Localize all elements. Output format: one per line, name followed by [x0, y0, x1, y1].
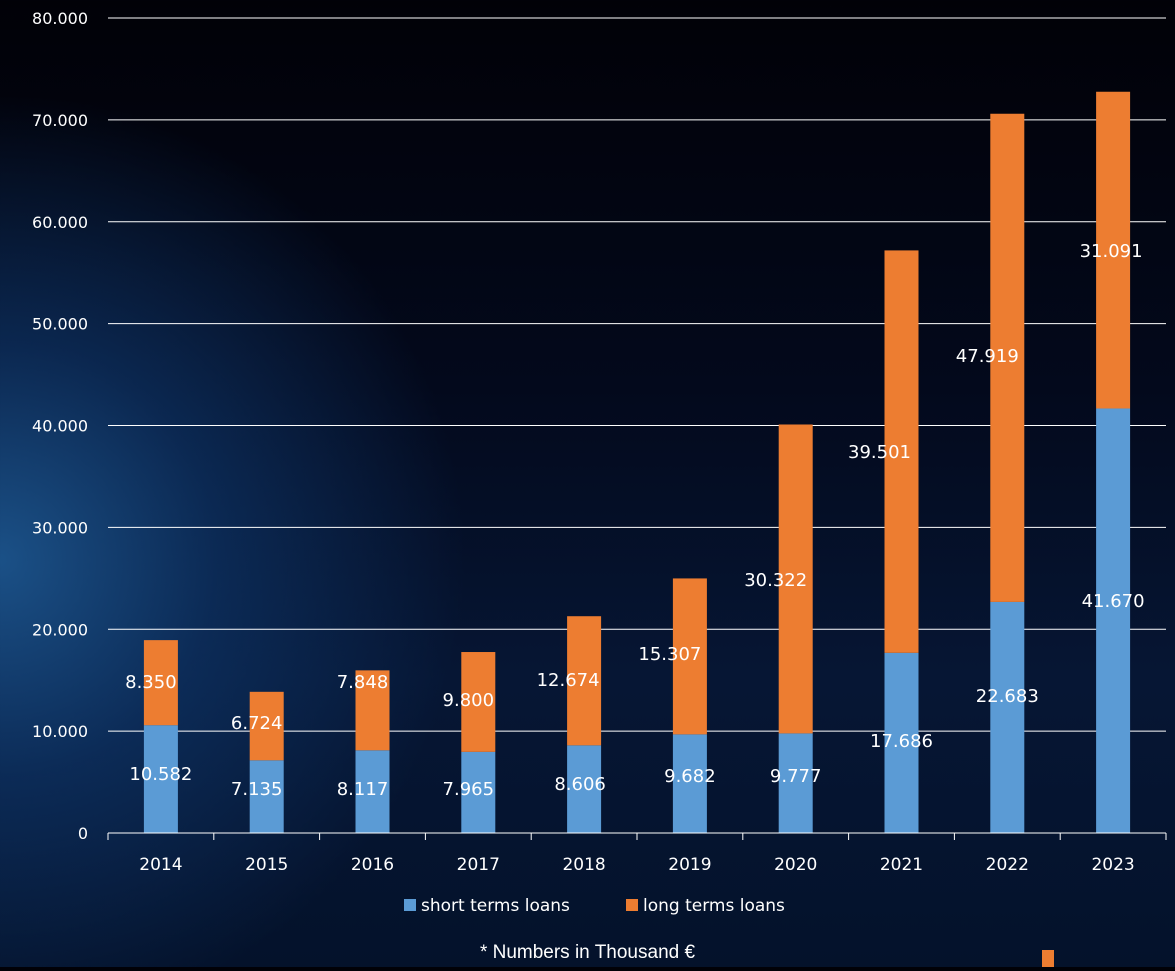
bar-short-terms	[143, 725, 178, 833]
bars	[143, 91, 1131, 833]
data-label-short-terms: 22.683	[976, 686, 1039, 707]
data-label-long-terms: 6.724	[231, 713, 283, 734]
bar-long-terms	[355, 670, 390, 751]
data-label-short-terms: 41.670	[1082, 591, 1145, 612]
y-tick-label: 40.000	[32, 417, 88, 436]
legend-label-short-terms: short terms loans	[421, 896, 570, 916]
data-label-long-terms: 7.848	[337, 672, 389, 693]
x-tick-label: 2019	[668, 855, 711, 875]
y-tick-label: 10.000	[32, 722, 88, 741]
bar-short-terms	[355, 750, 390, 833]
bar-long-terms	[567, 616, 602, 746]
data-label-long-terms: 31.091	[1080, 241, 1143, 262]
bar-long-terms	[143, 640, 178, 726]
x-tick-label: 2021	[880, 855, 923, 875]
bar-long-terms	[1096, 91, 1131, 409]
x-axis-tick-labels: 2014 2015 2016 2017 2018 2019 2020 2021 2022 2023	[139, 855, 1134, 875]
orange-marker	[1042, 950, 1054, 967]
bar-short-terms	[884, 652, 919, 833]
y-tick-label: 50.000	[32, 315, 88, 334]
data-label-short-terms: 9.682	[664, 766, 716, 787]
bar-long-terms	[672, 578, 707, 735]
x-tick-label: 2020	[774, 855, 817, 875]
data-label-short-terms: 10.582	[129, 764, 192, 785]
data-label-short-terms: 8.606	[554, 774, 606, 795]
bar-short-terms	[990, 601, 1025, 833]
data-label-long-terms: 9.800	[443, 690, 495, 711]
y-axis-tick-labels: 0 10.000 20.000 30.000 40.000 50.000 60.000 70.…	[32, 9, 88, 843]
x-tick-label: 2017	[457, 855, 500, 875]
y-tick-label: 20.000	[32, 620, 88, 639]
footnote-text: * Numbers in Thousand €	[479, 942, 696, 963]
data-label-long-terms: 15.307	[638, 644, 701, 665]
data-label-short-terms: 9.777	[770, 766, 822, 787]
data-label-long-terms: 39.501	[848, 442, 911, 463]
bar-short-terms	[461, 751, 496, 833]
bar-long-terms	[249, 691, 284, 761]
legend-label-long-terms: long terms loans	[643, 896, 785, 916]
bar-short-terms	[1096, 408, 1131, 833]
y-tick-label: 80.000	[32, 9, 88, 28]
x-tick-label: 2022	[986, 855, 1029, 875]
legend: short terms loans long terms loans	[404, 896, 785, 916]
gridlines	[108, 17, 1166, 732]
data-label-short-terms: 8.117	[337, 779, 389, 800]
x-tick-label: 2015	[245, 855, 288, 875]
bar-short-terms	[567, 745, 602, 833]
x-axis	[107, 832, 1167, 840]
bar-short-terms	[672, 734, 707, 833]
data-labels: 10.582 8.350 7.135 6.724 8.117 7.848 7.965 9.80…	[125, 241, 1144, 800]
bar-long-terms	[461, 652, 496, 752]
data-label-long-terms: 47.919	[956, 346, 1019, 367]
x-tick-label: 2016	[351, 855, 394, 875]
data-label-long-terms: 12.674	[537, 670, 600, 691]
data-label-short-terms: 7.965	[443, 779, 495, 800]
y-tick-label: 0	[78, 824, 88, 843]
y-tick-label: 70.000	[32, 111, 88, 130]
legend-swatch-long-terms	[626, 899, 638, 911]
y-tick-label: 30.000	[32, 518, 88, 537]
x-tick-label: 2023	[1091, 855, 1134, 875]
x-tick-label: 2014	[139, 855, 182, 875]
data-label-long-terms: 30.322	[744, 570, 807, 591]
bar-short-terms	[778, 733, 813, 833]
x-tick-label: 2018	[562, 855, 605, 875]
bar-long-terms	[884, 250, 919, 653]
legend-swatch-short-terms	[404, 899, 416, 911]
data-label-short-terms: 7.135	[231, 779, 283, 800]
y-tick-label: 60.000	[32, 213, 88, 232]
bar-short-terms	[249, 760, 284, 833]
bar-long-terms	[778, 424, 813, 734]
data-label-short-terms: 17.686	[870, 731, 933, 752]
data-label-long-terms: 8.350	[125, 672, 177, 693]
bar-long-terms	[990, 113, 1025, 602]
